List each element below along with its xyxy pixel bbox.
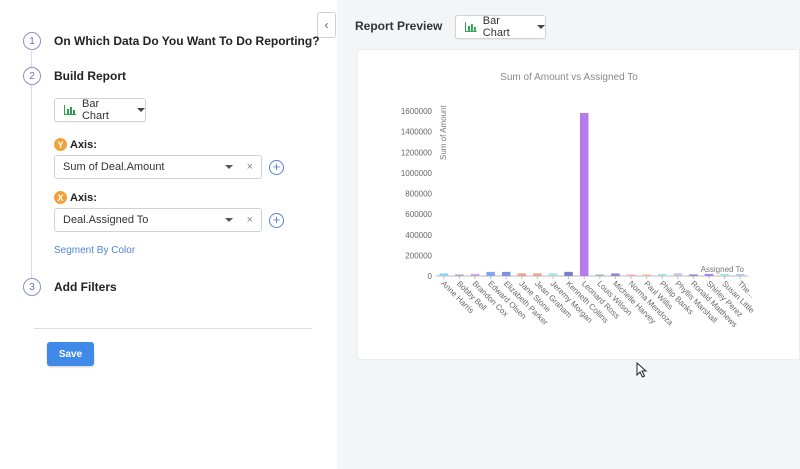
clear-icon[interactable]: × [246, 161, 253, 173]
chart-type-dropdown[interactable]: Bar Chart [54, 98, 146, 122]
bar [455, 274, 464, 276]
save-button[interactable]: Save [47, 342, 94, 366]
report-preview-title: Report Preview [355, 19, 443, 33]
y-tick-label: 200000 [405, 251, 432, 260]
step-connector [31, 51, 32, 67]
chart-card: Sum of Amount vs Assigned To 0 200000 40000… [357, 49, 800, 360]
bar [517, 273, 527, 276]
x-axis-title: Assigned To [701, 265, 745, 274]
bar [486, 271, 495, 276]
y-tick-label: 0 [428, 272, 433, 281]
bar [689, 274, 698, 276]
chevron-down-icon [224, 218, 233, 222]
y-axis-value: Sum of Deal.Amount [63, 161, 165, 173]
clear-icon[interactable]: × [246, 214, 253, 226]
bar [657, 273, 667, 276]
x-axis-select[interactable]: Deal.Assigned To × [54, 208, 262, 232]
bar [735, 273, 745, 276]
bar [564, 271, 573, 276]
bar [704, 273, 714, 276]
chart-title: Sum of Amount vs Assigned To [500, 72, 638, 83]
bar [548, 273, 558, 276]
mouse-pointer-icon [636, 362, 648, 378]
y-tick-label: 1600000 [401, 107, 433, 116]
y-axis-label: Y Axis: [54, 138, 97, 151]
x-axis-value: Deal.Assigned To [63, 214, 149, 226]
step-3-title: Add Filters [54, 280, 117, 294]
step-3-number: 3 [23, 278, 41, 296]
divider [34, 328, 312, 329]
chevron-down-icon [537, 25, 545, 29]
chart-type-label: Bar Chart [81, 98, 109, 122]
add-y-axis-button[interactable]: + [269, 160, 284, 175]
chevron-down-icon [224, 165, 233, 169]
bar [533, 273, 542, 276]
bar [611, 273, 620, 276]
bar [626, 274, 636, 276]
step-2[interactable]: 2 Build Report [23, 67, 126, 85]
chevron-down-icon [137, 108, 145, 112]
step-1-title: On Which Data Do You Want To Do Reportin… [54, 34, 320, 48]
y-axis-title: Sum of Amount [439, 105, 448, 160]
bar [720, 273, 729, 276]
step-2-title: Build Report [54, 69, 126, 83]
y-axis-label-text: Axis: [70, 138, 97, 151]
y-axis-select[interactable]: Sum of Deal.Amount × [54, 155, 262, 179]
step-1-number: 1 [23, 32, 41, 50]
y-tick-label: 800000 [405, 190, 432, 199]
bar [501, 271, 511, 276]
segment-by-color-link[interactable]: Segment By Color [54, 245, 136, 256]
bar [579, 113, 589, 276]
bar [642, 274, 651, 276]
bar [595, 274, 605, 276]
step-2-number: 2 [23, 67, 41, 85]
x-axis-label: X Axis: [54, 191, 97, 204]
x-axis-badge: X [54, 191, 67, 204]
bar [673, 273, 683, 276]
preview-chart-type-label: Bar Chart [482, 15, 510, 39]
x-axis-label-text: Axis: [70, 191, 97, 204]
bar-chart-icon [64, 105, 76, 115]
step-1[interactable]: 1 On Which Data Do You Want To Do Report… [23, 32, 320, 50]
add-x-axis-button[interactable]: + [269, 213, 284, 228]
bar [470, 273, 480, 276]
y-tick-label: 1000000 [401, 169, 433, 178]
chevron-left-icon: ‹ [324, 18, 329, 32]
step-3[interactable]: 3 Add Filters [23, 278, 117, 296]
preview-chart-type-dropdown[interactable]: Bar Chart [455, 15, 546, 39]
bar [439, 273, 449, 276]
step-connector [31, 85, 32, 278]
y-tick-label: 1400000 [401, 128, 433, 137]
collapse-panel-button[interactable]: ‹ [317, 12, 336, 38]
y-tick-label: 1200000 [401, 148, 433, 157]
bar-chart-icon [465, 22, 477, 32]
y-tick-label: 600000 [405, 210, 432, 219]
report-builder-panel: 1 On Which Data Do You Want To Do Report… [0, 0, 337, 469]
y-tick-label: 400000 [405, 231, 432, 240]
bar-chart: Sum of Amount vs Assigned To 0 200000 40000… [401, 72, 757, 329]
y-axis-badge: Y [54, 138, 67, 151]
